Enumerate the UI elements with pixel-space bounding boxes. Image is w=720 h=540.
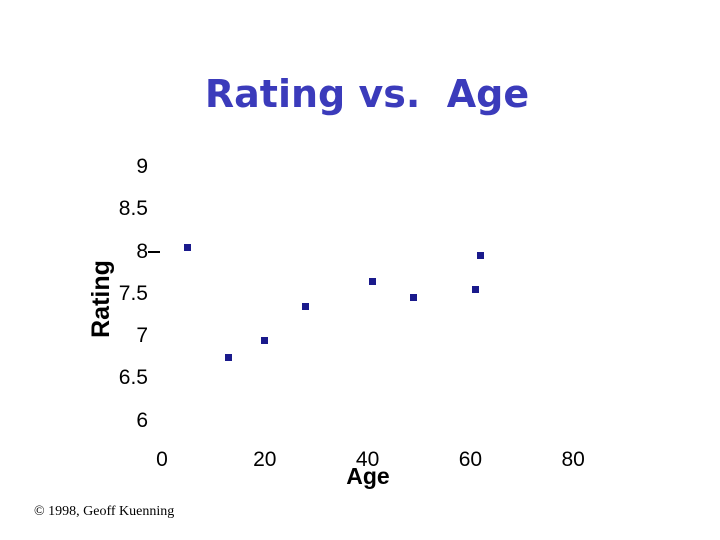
x-tick-label-0: 0 bbox=[156, 448, 168, 471]
scatter-point bbox=[302, 302, 310, 310]
scatter-point bbox=[261, 336, 269, 344]
scatter-point bbox=[472, 286, 480, 294]
x-tick-label-60: 60 bbox=[458, 448, 483, 471]
x-axis-title: Age bbox=[346, 463, 390, 489]
scatter-point bbox=[184, 243, 192, 251]
scatter-point bbox=[410, 294, 418, 302]
y-tick-label-7.5: 7.5 bbox=[118, 281, 148, 305]
y-tick-label-6.5: 6.5 bbox=[118, 366, 148, 390]
y-tick-label-8.5: 8.5 bbox=[118, 197, 148, 221]
y-tick-label-7: 7 bbox=[136, 324, 148, 347]
y-tick-label-8: 8 bbox=[136, 239, 148, 263]
y-tick-label-9: 9 bbox=[136, 155, 148, 178]
y-tick-label-6: 6 bbox=[136, 408, 148, 432]
chart-title: Rating vs. Age bbox=[204, 72, 530, 116]
scatter-point bbox=[477, 252, 485, 260]
x-tick-label-80: 80 bbox=[561, 448, 585, 471]
x-tick-label-40: 40 bbox=[355, 448, 380, 471]
scatter-point bbox=[369, 277, 377, 285]
copyright-notice: © 1998, Geoff Kuenning bbox=[34, 504, 175, 519]
scatter-point bbox=[225, 353, 233, 361]
x-tick-label-20: 20 bbox=[253, 448, 277, 471]
y-axis-tick-mark-8 bbox=[148, 251, 160, 253]
